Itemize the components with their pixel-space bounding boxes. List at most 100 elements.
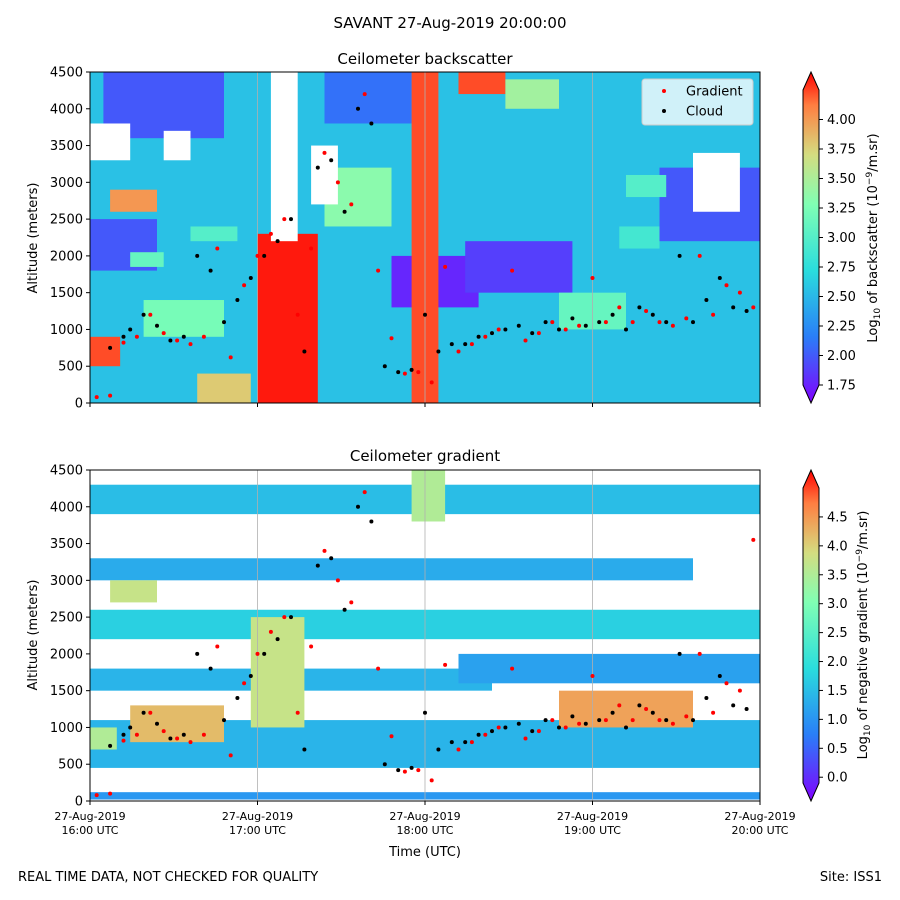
legend-gradient-label: Gradient — [686, 85, 743, 100]
cloud-point — [624, 327, 628, 332]
cloud-point — [168, 736, 173, 741]
cloud-point — [463, 342, 468, 347]
cloud-point — [476, 732, 481, 737]
strong-signal-region — [559, 690, 693, 728]
gradient-point — [134, 732, 139, 737]
gradient-point — [456, 349, 461, 354]
gradient-point — [188, 740, 193, 745]
cloud-point — [476, 334, 481, 339]
cloud-point — [597, 718, 602, 723]
cloud-point — [222, 320, 226, 325]
gradient-point — [429, 778, 434, 783]
strong-signal-region — [190, 226, 238, 242]
cloud-point — [490, 331, 494, 336]
cloud-point — [557, 327, 561, 332]
colorbar-tick-label: 2.0 — [827, 655, 848, 670]
gradient-y-axis: 0 500 1000 1500 2000 2500 3000 3500 4000 4500 — [50, 464, 90, 810]
y-tick-label: 2000 — [50, 647, 83, 662]
gradient-point — [335, 578, 340, 583]
x-tick-label: 27-Aug-2019 — [389, 810, 460, 823]
gradient-point — [416, 370, 421, 375]
gradient-point — [282, 615, 287, 620]
cloud-point — [195, 651, 200, 656]
cloud-point — [530, 729, 535, 734]
y-tick-label: 2500 — [50, 213, 83, 228]
cloud-point — [597, 320, 602, 325]
colorbar-tick-label: 2.75 — [827, 261, 856, 276]
gradient-point — [536, 729, 541, 734]
cloud-point — [329, 158, 334, 163]
gradient-point — [94, 793, 99, 798]
colorbar-tick-label: 3.00 — [827, 231, 856, 246]
strong-signal-region — [458, 72, 506, 95]
cloud-point — [583, 721, 588, 726]
colorbar-tick-label: 3.5 — [827, 568, 848, 583]
gradient-point — [429, 380, 434, 385]
gradient-point — [697, 253, 702, 258]
cloud-point — [436, 747, 441, 752]
gradient-point — [376, 268, 381, 273]
gradient-point — [255, 253, 260, 258]
cloud-point — [677, 253, 682, 258]
cloud-point — [208, 268, 213, 273]
gradient-point — [684, 316, 689, 321]
colorbar-tick-label: 3.50 — [827, 172, 856, 187]
no-data-region — [163, 130, 191, 161]
cloud-point — [624, 725, 628, 730]
gradient-point — [563, 327, 568, 332]
cloud-point — [262, 651, 267, 656]
strong-signal-region — [626, 174, 667, 198]
cloud-point — [704, 298, 709, 303]
cloud-point — [717, 275, 722, 280]
strong-signal-region — [257, 233, 318, 403]
cloud-point — [409, 367, 414, 372]
gradient-point — [295, 312, 300, 317]
signal-band — [458, 653, 760, 684]
gradient-point — [550, 718, 555, 723]
y-tick-label: 1000 — [50, 721, 83, 736]
gradient-point — [215, 246, 220, 251]
cloud-point — [610, 710, 615, 715]
gradient-point — [630, 320, 635, 325]
figure-title: SAVANT 27-Aug-2019 20:00:00 — [333, 14, 567, 32]
colorbar-tick-label: 2.25 — [827, 320, 856, 335]
gradient-point — [617, 305, 622, 310]
gradient-point — [94, 395, 99, 400]
cloud-point — [222, 718, 226, 723]
cloud-point — [302, 349, 307, 354]
gradient-point — [268, 629, 273, 634]
backscatter-y-label: Altitude (meters) — [26, 183, 41, 294]
gradient-point — [510, 268, 515, 273]
gradient-point — [335, 180, 340, 185]
gradient-point — [724, 283, 729, 288]
cloud-point — [516, 323, 521, 328]
colorbar-tick-label: 2.00 — [827, 349, 856, 364]
cloud-point — [342, 209, 347, 214]
strong-signal-region — [197, 373, 251, 403]
gradient-point — [443, 264, 448, 269]
cloud-point — [557, 725, 561, 730]
cloud-point — [409, 765, 414, 770]
gradient-point — [322, 548, 327, 553]
cloud-point — [704, 696, 709, 701]
x-tick-label: 27-Aug-2019 — [557, 810, 628, 823]
gradient-point — [416, 768, 421, 773]
backscatter-title: Ceilometer backscatter — [337, 50, 513, 68]
strong-signal-region — [90, 336, 121, 367]
legend: Gradient Cloud — [641, 78, 754, 126]
cloud-point — [141, 710, 146, 715]
gradient-point — [590, 673, 595, 678]
strong-signal-region — [130, 252, 164, 267]
gradient-point — [175, 338, 180, 343]
backscatter-colorbar-label: Log10 of backscatter (10−9/m.sr) — [865, 133, 883, 342]
cloud-point — [744, 707, 749, 712]
gradient-point — [483, 732, 488, 737]
cloud-point — [302, 747, 307, 752]
gradient-point — [563, 725, 568, 730]
gradient-colorbar: 0.0 0.5 1.0 1.5 2.0 2.5 3.0 3.5 4.0 4.5 Log10 of … — [802, 468, 873, 803]
cloud-point — [503, 725, 508, 730]
cloud-point — [650, 312, 655, 317]
colorbar-tick-label: 4.00 — [827, 113, 856, 128]
gradient-point — [242, 283, 247, 288]
strong-signal-region — [110, 189, 157, 212]
